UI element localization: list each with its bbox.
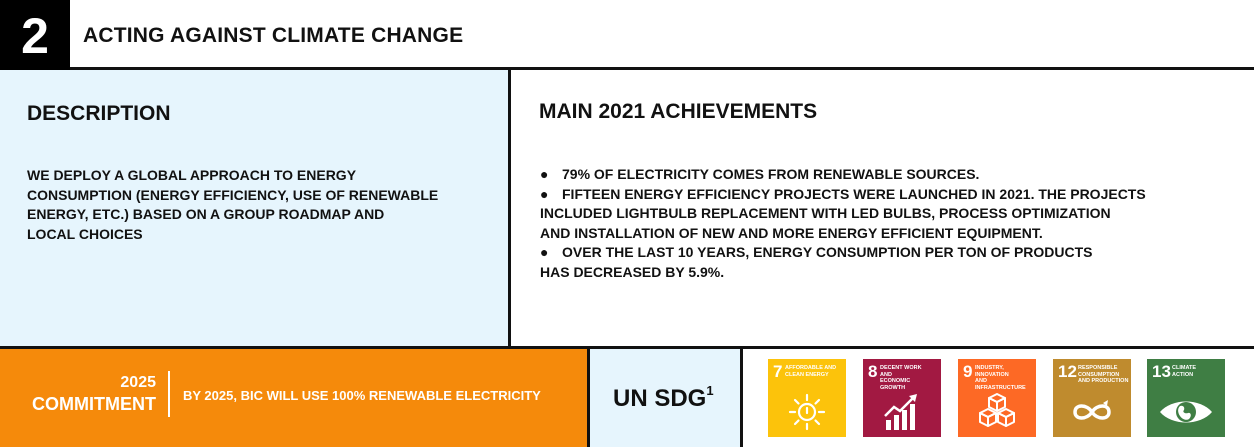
sdg-tile-name: AFFORDABLE AND CLEAN ENERGY <box>785 365 837 378</box>
achievements-list: ● 79% OF ELECTRICITY COMES FROM RENEWABLE… <box>540 165 1240 282</box>
commitment-year: 2025 <box>120 374 156 391</box>
bullet-icon: ● <box>540 185 549 202</box>
sdg-tile-13: 13 CLIMATE ACTION <box>1147 359 1225 437</box>
cubes-icon <box>979 393 1015 427</box>
commitment-panel: 2025 COMMITMENT BY 2025, BIC WILL USE 10… <box>0 349 588 447</box>
achievement-line: FIFTEEN ENERGY EFFICIENCY PROJECTS WERE … <box>562 185 1146 202</box>
sdg-tile-number: 13 <box>1152 362 1171 381</box>
section-number: 2 <box>0 0 70 70</box>
sdg-tile-number: 9 <box>963 362 973 381</box>
description-panel: DESCRIPTION WE DEPLOY A GLOBAL APPROACH … <box>0 70 509 348</box>
growth-chart-icon <box>884 394 917 430</box>
description-heading: DESCRIPTION <box>27 102 171 125</box>
achievement-line: 79% OF ELECTRICITY COMES FROM RENEWABLE … <box>562 166 980 182</box>
sdg-tile-name-line: RESPONSIBLE <box>1078 365 1118 371</box>
sdg-tile-7: 7 AFFORDABLE AND CLEAN ENERGY <box>768 359 846 437</box>
sdg-tile-8: 8 DECENT WORK AND ECONOMIC GROWTH <box>863 359 941 437</box>
sdg-tile-name-line: DECENT WORK AND <box>880 365 922 378</box>
sdg-tile-name-line: CONSUMPTION <box>1078 371 1120 378</box>
sdg-tile-12: 12 RESPONSIBLE CONSUMPTION AND PRODUCTIO… <box>1053 359 1131 437</box>
achievement-item: ● OVER THE LAST 10 YEARS, ENERGY CONSUMPT… <box>540 243 1240 282</box>
achievements-heading: MAIN 2021 ACHIEVEMENTS <box>539 100 818 123</box>
achievement-item: ● FIFTEEN ENERGY EFFICIENCY PROJECTS WERE… <box>540 185 1240 244</box>
description-text: WE DEPLOY A GLOBAL APPROACH TO ENERGY CO… <box>27 166 497 244</box>
achievement-line: HAS DECREASED BY 5.9%. <box>540 263 725 280</box>
commitment-text: BY 2025, BIC WILL USE 100% RENEWABLE ELE… <box>183 388 541 403</box>
sdg-tile-number: 8 <box>868 362 878 381</box>
sdg-tile-name-line: INDUSTRY, INNOVATION <box>975 365 1009 378</box>
section-title: ACTING AGAINST CLIMATE CHANGE <box>83 24 464 47</box>
sdg-tile-name-line: AFFORDABLE AND <box>785 365 837 371</box>
panel-divider <box>508 70 511 348</box>
achievement-item: ● 79% OF ELECTRICITY COMES FROM RENEWABLE… <box>540 165 1240 185</box>
commitment-separator <box>168 371 170 417</box>
sdg-tile-name: CLIMATE ACTION <box>1172 365 1224 378</box>
sdg-tile-name-line: AND INFRASTRUCTURE <box>975 378 1026 391</box>
header-bar: 2 ACTING AGAINST CLIMATE CHANGE <box>0 0 1254 70</box>
sdg-label: UN SDG1 <box>613 383 714 413</box>
sdg-tile-number: 12 <box>1058 362 1077 381</box>
eye-globe-icon <box>1160 401 1212 423</box>
commitment-label: COMMITMENT <box>32 394 156 414</box>
sdg-tile-name-line: AND PRODUCTION <box>1078 378 1129 384</box>
sdg-footnote: 1 <box>706 383 714 398</box>
description-line: LOCAL CHOICES <box>27 225 143 242</box>
achievement-line: INCLUDED LIGHTBULB REPLACEMENT WITH LED … <box>540 205 1111 221</box>
achievements-panel: MAIN 2021 ACHIEVEMENTS ● 79% OF ELECTRICI… <box>511 70 1254 348</box>
infinity-icon <box>1073 400 1111 420</box>
panel-divider <box>740 349 743 447</box>
sdg-tile-name: DECENT WORK AND ECONOMIC GROWTH <box>880 365 932 391</box>
description-line: ENERGY, ETC.) BASED ON A GROUP ROADMAP A… <box>27 206 385 222</box>
sun-power-icon <box>788 393 826 431</box>
sdg-tile-name-line: ACTION <box>1172 371 1194 378</box>
bullet-icon: ● <box>540 166 549 182</box>
bullet-icon: ● <box>540 244 549 260</box>
sdg-tile-name: INDUSTRY, INNOVATION AND INFRASTRUCTURE <box>975 365 1027 391</box>
achievement-line: OVER THE LAST 10 YEARS, ENERGY CONSUMPTI… <box>562 244 1093 260</box>
description-line: CONSUMPTION (ENERGY EFFICIENCY, USE OF R… <box>27 186 439 203</box>
sdg-tile-name-line: CLIMATE <box>1172 365 1197 371</box>
sdg-tile-name: RESPONSIBLE CONSUMPTION AND PRODUCTION <box>1078 365 1130 385</box>
description-line: WE DEPLOY A GLOBAL APPROACH TO ENERGY <box>27 167 357 183</box>
achievement-line: AND INSTALLATION OF NEW AND MORE ENERGY … <box>540 224 1043 241</box>
sdg-tile-9: 9 INDUSTRY, INNOVATION AND INFRASTRUCTUR… <box>958 359 1036 437</box>
sdg-label-panel: UN SDG1 <box>590 349 740 447</box>
sdg-tile-number: 7 <box>773 362 783 381</box>
sdg-tile-name-line: CLEAN ENERGY <box>785 371 829 378</box>
panel-divider <box>587 349 590 447</box>
sdg-tile-name-line: ECONOMIC GROWTH <box>880 378 911 391</box>
sdg-label-text: UN SDG <box>613 385 707 412</box>
section-divider <box>0 346 1254 349</box>
